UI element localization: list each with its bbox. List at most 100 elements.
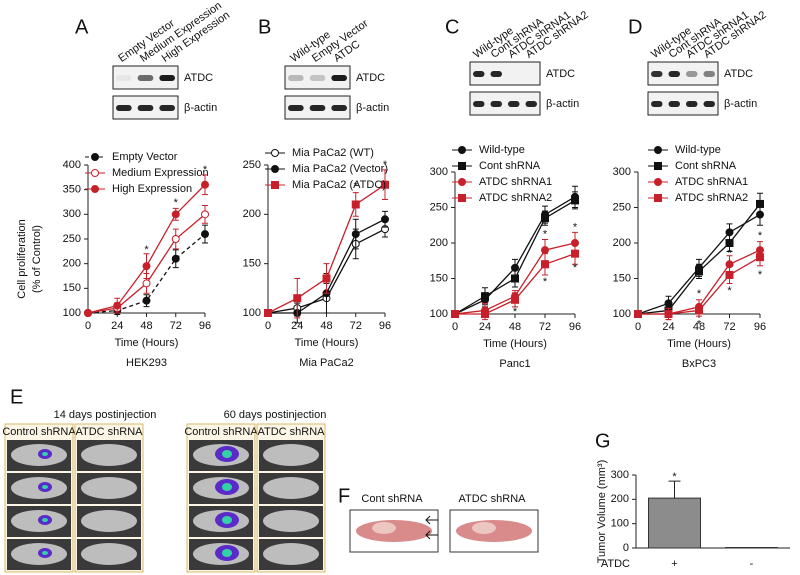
blot-band: [331, 75, 347, 81]
marker: [201, 230, 209, 239]
marker: [142, 279, 151, 288]
panel-letter: E: [10, 386, 23, 408]
legend-label: ATDC shRNA2: [675, 192, 748, 204]
marker: [541, 260, 549, 269]
mouse-body: [81, 543, 137, 565]
annotation: *: [727, 285, 732, 297]
band-label: ATDC: [356, 72, 385, 84]
panel-letter: A: [75, 16, 89, 38]
y-axis-label: Cell proliferation: [16, 219, 28, 298]
y-tick-label: 100: [430, 308, 448, 320]
y-tick-label: 200: [430, 237, 448, 249]
mouse-body: [81, 477, 137, 499]
blot-band: [159, 75, 175, 81]
x-tick-label: -: [750, 558, 754, 570]
y-tick-label: 350: [63, 184, 81, 196]
y-tick-label: 100: [611, 518, 629, 530]
legend-label: ATDC shRNA2: [479, 192, 552, 204]
marker: [541, 246, 549, 255]
annotation: *: [144, 244, 149, 256]
x-tick-label: 48: [509, 321, 521, 333]
imaging-header: 14 days postinjection: [54, 409, 157, 421]
legend-marker: [271, 165, 279, 173]
mouse-body: [263, 477, 319, 499]
band-label: β-actin: [724, 98, 757, 110]
x-tick-label: 24: [479, 321, 491, 333]
x-tick-label: 48: [140, 320, 152, 332]
y-tick-label: 300: [430, 166, 448, 178]
error-bar: [668, 480, 681, 499]
x-tick-label: 48: [693, 321, 705, 333]
chart-title: HEK293: [126, 357, 167, 369]
band-label: β-actin: [184, 102, 217, 114]
legend-marker: [654, 162, 662, 170]
imaging-column: ATDC shRNA: [257, 426, 325, 438]
panel-letter: D: [628, 16, 642, 38]
band-label: β-actin: [356, 102, 389, 114]
blot-band: [703, 101, 715, 107]
y-tick-label: 150: [430, 272, 448, 284]
annotation: *: [543, 276, 548, 288]
annotation: *: [513, 306, 518, 318]
legend-label: Mia PaCa2 (ATDC): [292, 179, 386, 191]
y-tick-label: 250: [243, 159, 261, 171]
legend-label: Wild-type: [479, 144, 525, 156]
legend-marker: [458, 162, 466, 170]
x-tick-label: +: [671, 558, 677, 570]
y-tick-label: 150: [613, 272, 631, 284]
blot-band: [309, 105, 326, 111]
legend-marker: [458, 178, 466, 186]
marker: [481, 310, 489, 318]
imaging-column: Control shRNA: [2, 426, 76, 438]
marker: [264, 309, 272, 317]
blot-band: [703, 71, 715, 77]
signal-core: [222, 483, 232, 491]
y-tick-label: 300: [611, 469, 629, 481]
category-label: ATDC: [601, 558, 630, 570]
x-axis-label: Time (Hours): [483, 338, 547, 350]
annotation: *: [758, 269, 763, 281]
annotation: *: [573, 221, 578, 233]
x-tick-label: 0: [452, 321, 458, 333]
legend-label: ATDC shRNA1: [675, 176, 748, 188]
annotation: *: [203, 164, 208, 176]
annotation: *: [573, 262, 578, 274]
chart-title: Mia PaCa2: [299, 357, 353, 369]
signal-core: [42, 551, 48, 555]
legend-marker: [458, 194, 466, 202]
y-tick-label: 200: [611, 493, 629, 505]
panel-letter: G: [595, 430, 611, 452]
bar: [648, 497, 701, 549]
annotation: *: [543, 228, 548, 240]
marker: [695, 267, 703, 276]
marker: [725, 270, 734, 279]
tissue-light: [372, 522, 396, 534]
marker: [142, 296, 151, 305]
blot-box: [469, 61, 541, 86]
marker: [725, 239, 734, 247]
panel-letter: F: [338, 485, 350, 507]
legend-label: High Expression: [112, 183, 192, 195]
y-tick-label: 200: [243, 208, 261, 220]
signal-core: [42, 452, 48, 456]
blot-band: [309, 75, 326, 81]
x-tick-label: 72: [539, 321, 551, 333]
y-tick-label: 300: [613, 166, 631, 178]
y-tick-label: 100: [243, 307, 261, 319]
blot-band: [668, 101, 680, 107]
blot-band: [331, 105, 347, 111]
x-tick-label: 96: [569, 321, 581, 333]
legend-marker: [654, 146, 662, 154]
legend-marker: [654, 178, 662, 186]
band-label: ATDC: [546, 68, 575, 80]
x-tick-label: 0: [265, 320, 271, 332]
marker: [171, 235, 180, 243]
annotation: *: [383, 159, 388, 171]
blot-band: [668, 71, 680, 77]
blot-band: [651, 101, 663, 107]
signal-core: [222, 450, 232, 458]
mouse-body: [81, 510, 137, 532]
annotation: *: [354, 181, 359, 193]
legend-marker: [458, 146, 466, 154]
annotation: *: [758, 230, 763, 242]
